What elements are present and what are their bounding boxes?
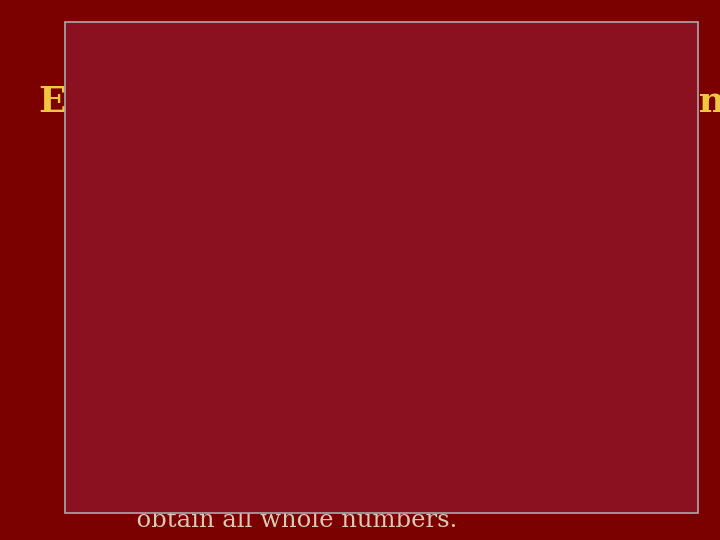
Text: 4.  Multiply each number by an integer to
      obtain all whole numbers.: 4. Multiply each number by an integer to… bbox=[90, 478, 606, 532]
Text: 2.  Determine moles of each element in 100
      grams of compound.: 2. Determine moles of each element in 10… bbox=[90, 312, 629, 364]
Text: Empirical Formula Determination
From Percents: Empirical Formula Determination From Per… bbox=[39, 85, 720, 161]
Text: 3.  Divide each value of moles by the smallest
      of the values.: 3. Divide each value of moles by the sma… bbox=[90, 395, 654, 448]
Text: 1.  Base calculation on 100 grams of
      compound.: 1. Base calculation on 100 grams of comp… bbox=[90, 228, 540, 281]
